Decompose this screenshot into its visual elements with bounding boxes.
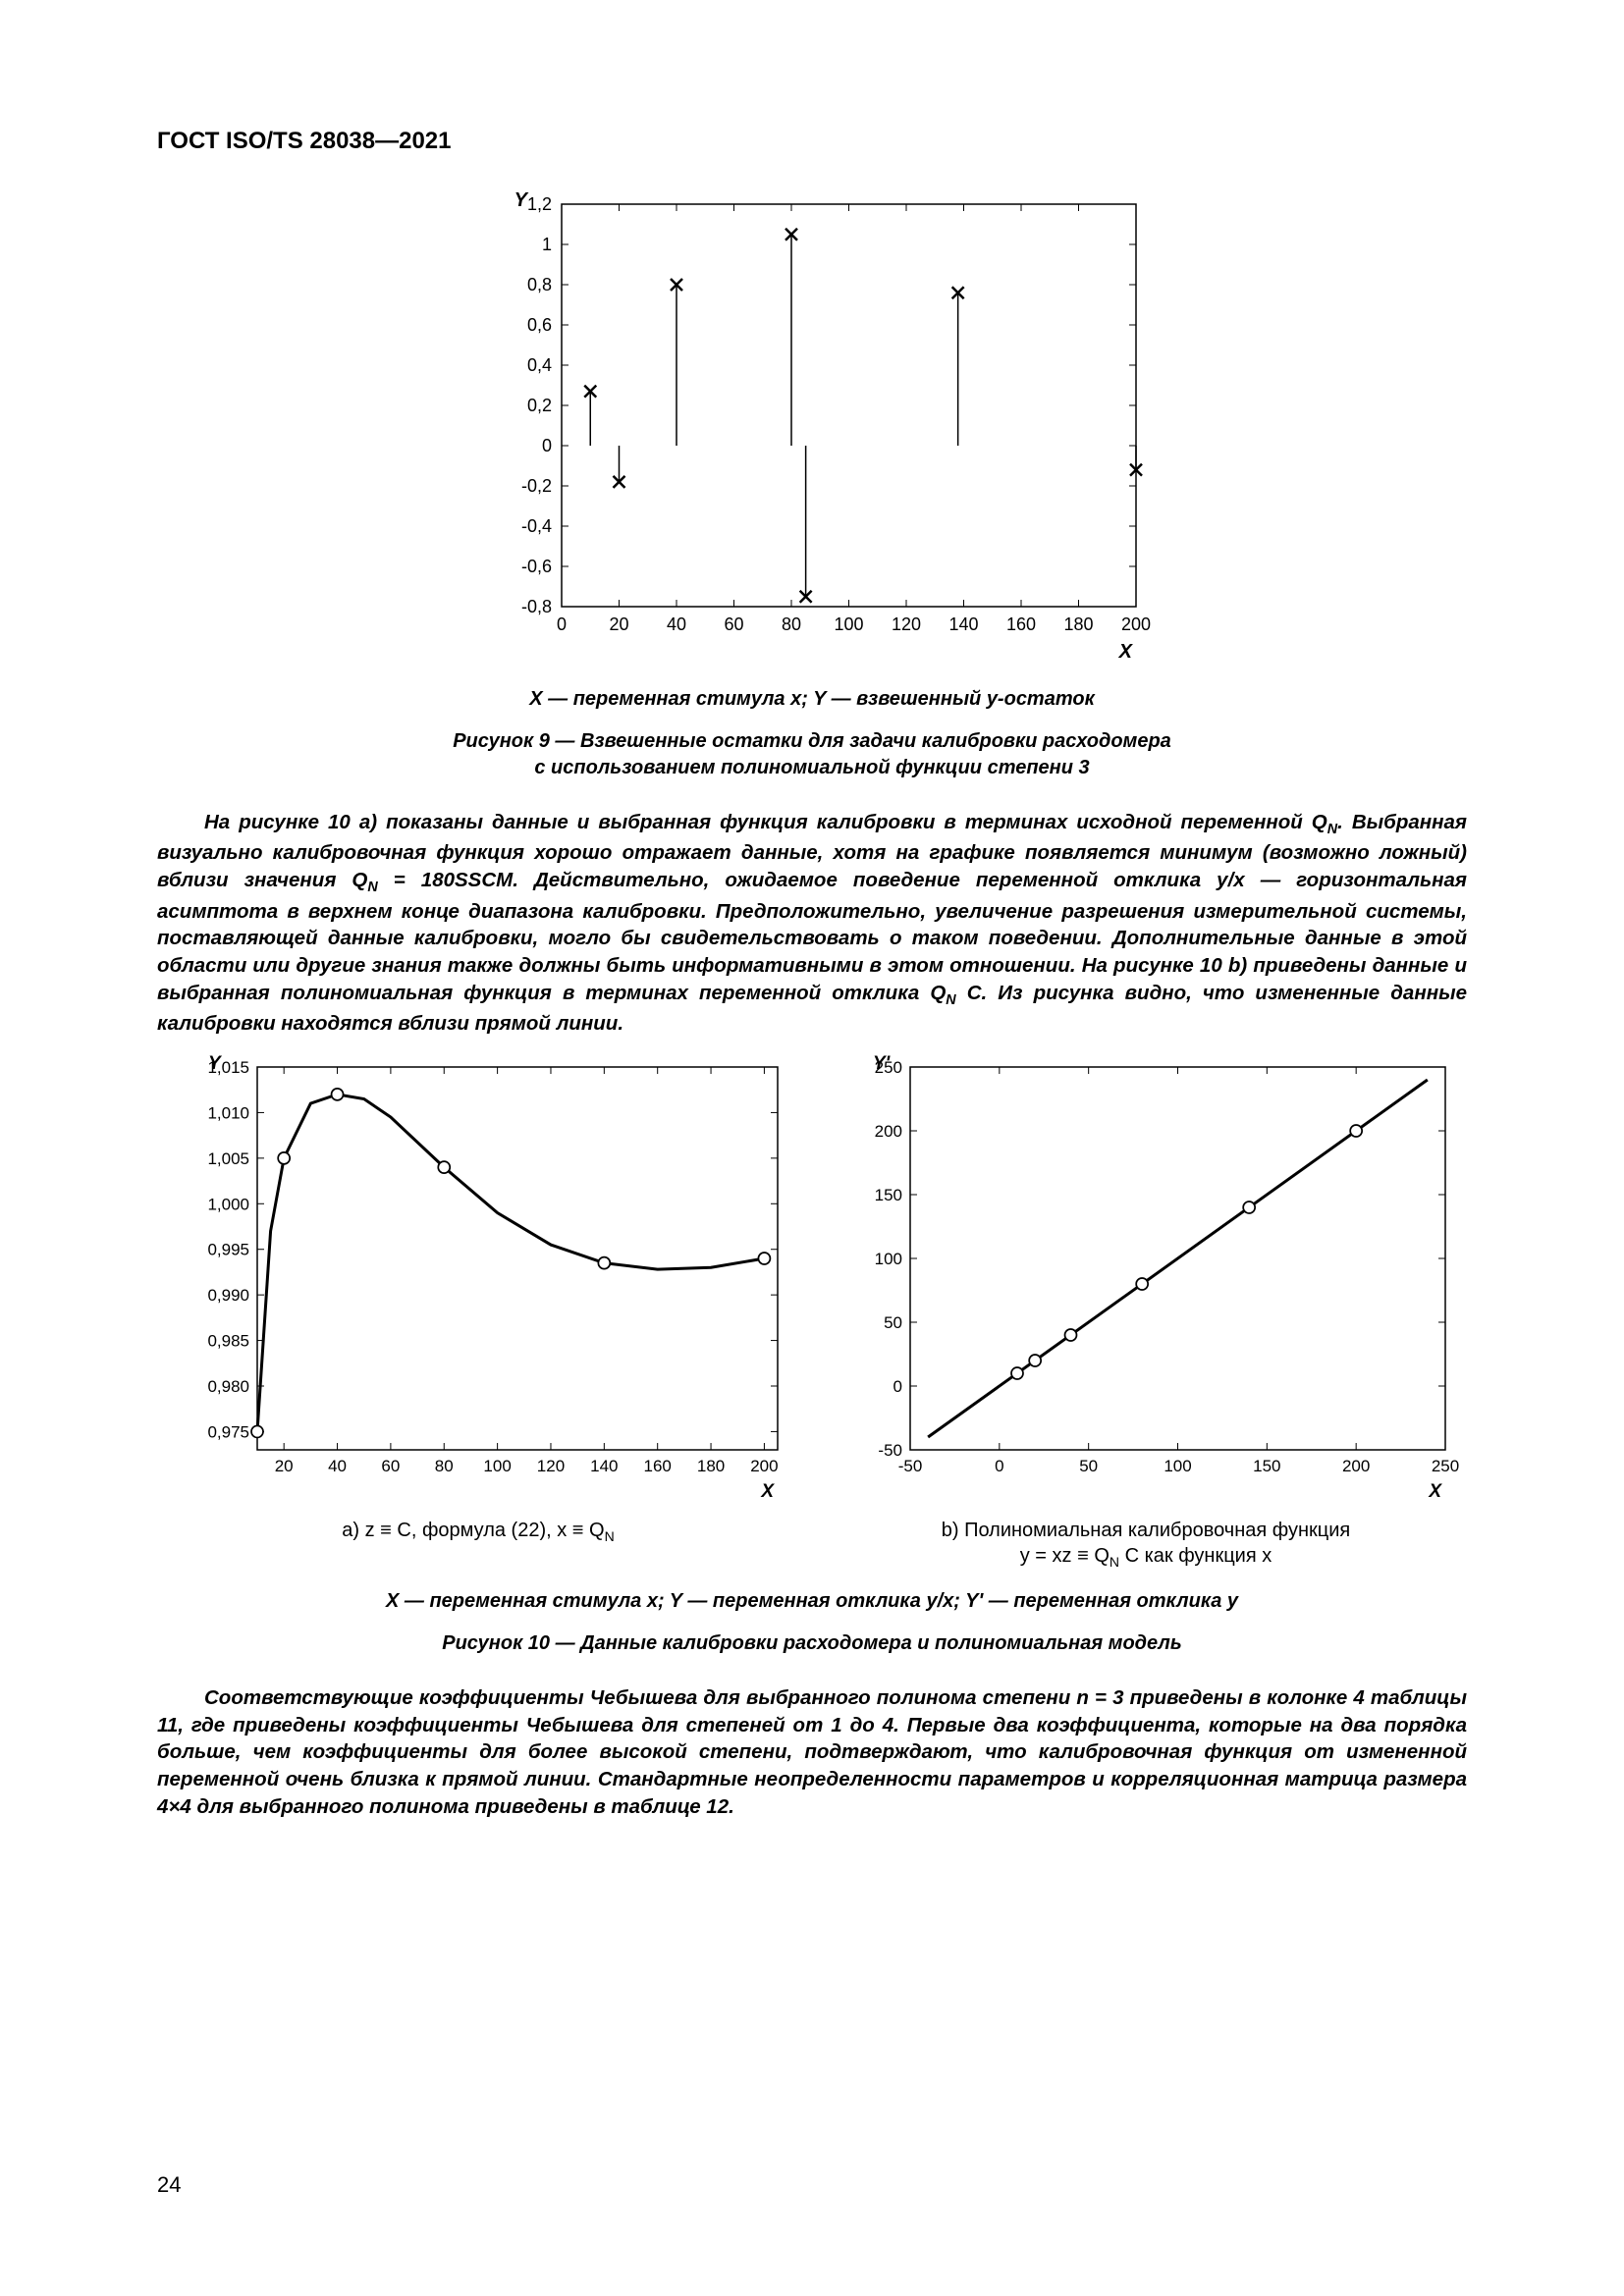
figure-10-row: 20 40 60 80 100 120 140 160 180 200 0,975 0,980 0,98…: [157, 1047, 1467, 1571]
svg-text:100: 100: [1164, 1457, 1191, 1475]
svg-text:50: 50: [884, 1313, 902, 1332]
fig10a-chart: 20 40 60 80 100 120 140 160 180 200 0,975 0,980 0,98…: [159, 1047, 797, 1509]
svg-text:X: X: [760, 1481, 775, 1502]
svg-text:-0,8: -0,8: [521, 597, 552, 616]
svg-text:120: 120: [537, 1457, 565, 1475]
svg-text:200: 200: [1121, 614, 1151, 634]
fig9-title-l2: с использованием полиномиальной функции …: [534, 757, 1089, 778]
svg-text:-50: -50: [878, 1441, 902, 1460]
fig10a-col: 20 40 60 80 100 120 140 160 180 200 0,975 0,980 0,98…: [159, 1047, 797, 1571]
svg-text:-0,2: -0,2: [521, 476, 552, 496]
svg-text:0,2: 0,2: [527, 396, 552, 415]
fig10b-subcaption: b) Полиномиальная калибровочная функция …: [827, 1518, 1465, 1571]
fig10-axis-caption: X — переменная стимула x; Y — переменная…: [157, 1590, 1467, 1613]
svg-text:140: 140: [948, 614, 978, 634]
svg-text:0,975: 0,975: [207, 1422, 249, 1441]
svg-text:20: 20: [609, 614, 628, 634]
svg-text:0,8: 0,8: [527, 275, 552, 294]
paragraph-2: Соответствующие коэффициенты Чебышева дл…: [157, 1684, 1467, 1820]
fig9-axis-caption: X — переменная стимула x; Y — взвешенный…: [157, 688, 1467, 711]
svg-text:180: 180: [697, 1457, 725, 1475]
svg-text:1,010: 1,010: [207, 1103, 249, 1122]
svg-text:0,985: 0,985: [207, 1331, 249, 1350]
svg-text:140: 140: [590, 1457, 618, 1475]
svg-text:60: 60: [724, 614, 743, 634]
svg-text:0: 0: [893, 1377, 902, 1396]
svg-text:150: 150: [1253, 1457, 1280, 1475]
svg-text:1,2: 1,2: [527, 194, 552, 214]
svg-text:-0,6: -0,6: [521, 557, 552, 576]
svg-text:0,980: 0,980: [207, 1377, 249, 1396]
svg-text:200: 200: [1342, 1457, 1370, 1475]
svg-text:60: 60: [381, 1457, 400, 1475]
fig10b-sub-l1: b) Полиномиальная калибровочная функция: [942, 1520, 1351, 1541]
svg-text:100: 100: [834, 614, 863, 634]
svg-text:250: 250: [1432, 1457, 1459, 1475]
doc-header: ГОСТ ISO/TS 28038—2021: [157, 128, 1467, 155]
svg-text:0,6: 0,6: [527, 315, 552, 335]
fig10b-chart: -50050100150200250-50050100150200250Y'X: [827, 1047, 1465, 1509]
svg-text:X: X: [1428, 1481, 1442, 1502]
fig9-chart: 0 20 40 60 80 100 120 140 160 180 200 -0,8 -0,6 -0,4 -…: [459, 185, 1165, 675]
svg-text:0,990: 0,990: [207, 1286, 249, 1305]
svg-text:0,995: 0,995: [207, 1240, 249, 1258]
paragraph-1: На рисунке 10 a) показаны данные и выбра…: [157, 809, 1467, 1038]
fig10b-sub-l2: y = xz ≡ QN C как функция x: [1020, 1545, 1272, 1567]
svg-text:100: 100: [483, 1457, 511, 1475]
svg-text:120: 120: [892, 614, 921, 634]
svg-text:0: 0: [542, 436, 552, 455]
svg-text:-0,4: -0,4: [521, 516, 552, 536]
svg-text:150: 150: [875, 1186, 902, 1204]
svg-text:X: X: [1118, 641, 1134, 663]
svg-text:1,005: 1,005: [207, 1149, 249, 1168]
fig10b-col: -50050100150200250-50050100150200250Y'X …: [827, 1047, 1465, 1571]
fig10a-subcaption: a) z ≡ C, формула (22), x ≡ QN: [159, 1518, 797, 1545]
svg-text:80: 80: [435, 1457, 454, 1475]
svg-text:50: 50: [1079, 1457, 1098, 1475]
svg-text:160: 160: [644, 1457, 672, 1475]
svg-text:1,000: 1,000: [207, 1195, 249, 1213]
svg-text:40: 40: [667, 614, 686, 634]
page-number: 24: [157, 2172, 181, 2198]
svg-text:1: 1: [542, 235, 552, 254]
svg-text:0: 0: [995, 1457, 1003, 1475]
fig9-title: Рисунок 9 — Взвешенные остатки для задач…: [157, 728, 1467, 781]
svg-text:0,4: 0,4: [527, 355, 552, 375]
fig10-title: Рисунок 10 — Данные калибровки расходоме…: [157, 1630, 1467, 1657]
svg-text:Y': Y': [873, 1053, 892, 1074]
svg-text:200: 200: [750, 1457, 778, 1475]
svg-text:180: 180: [1063, 614, 1093, 634]
svg-text:0: 0: [557, 614, 567, 634]
fig9-title-l1: Рисунок 9 — Взвешенные остатки для задач…: [453, 730, 1171, 752]
figure-9: 0 20 40 60 80 100 120 140 160 180 200 -0,8 -0,6 -0,4 -…: [157, 185, 1467, 781]
svg-text:Y: Y: [514, 189, 529, 211]
svg-text:40: 40: [328, 1457, 347, 1475]
svg-text:80: 80: [782, 614, 801, 634]
svg-text:100: 100: [875, 1250, 902, 1268]
svg-text:160: 160: [1006, 614, 1036, 634]
svg-text:200: 200: [875, 1122, 902, 1141]
svg-text:20: 20: [275, 1457, 294, 1475]
